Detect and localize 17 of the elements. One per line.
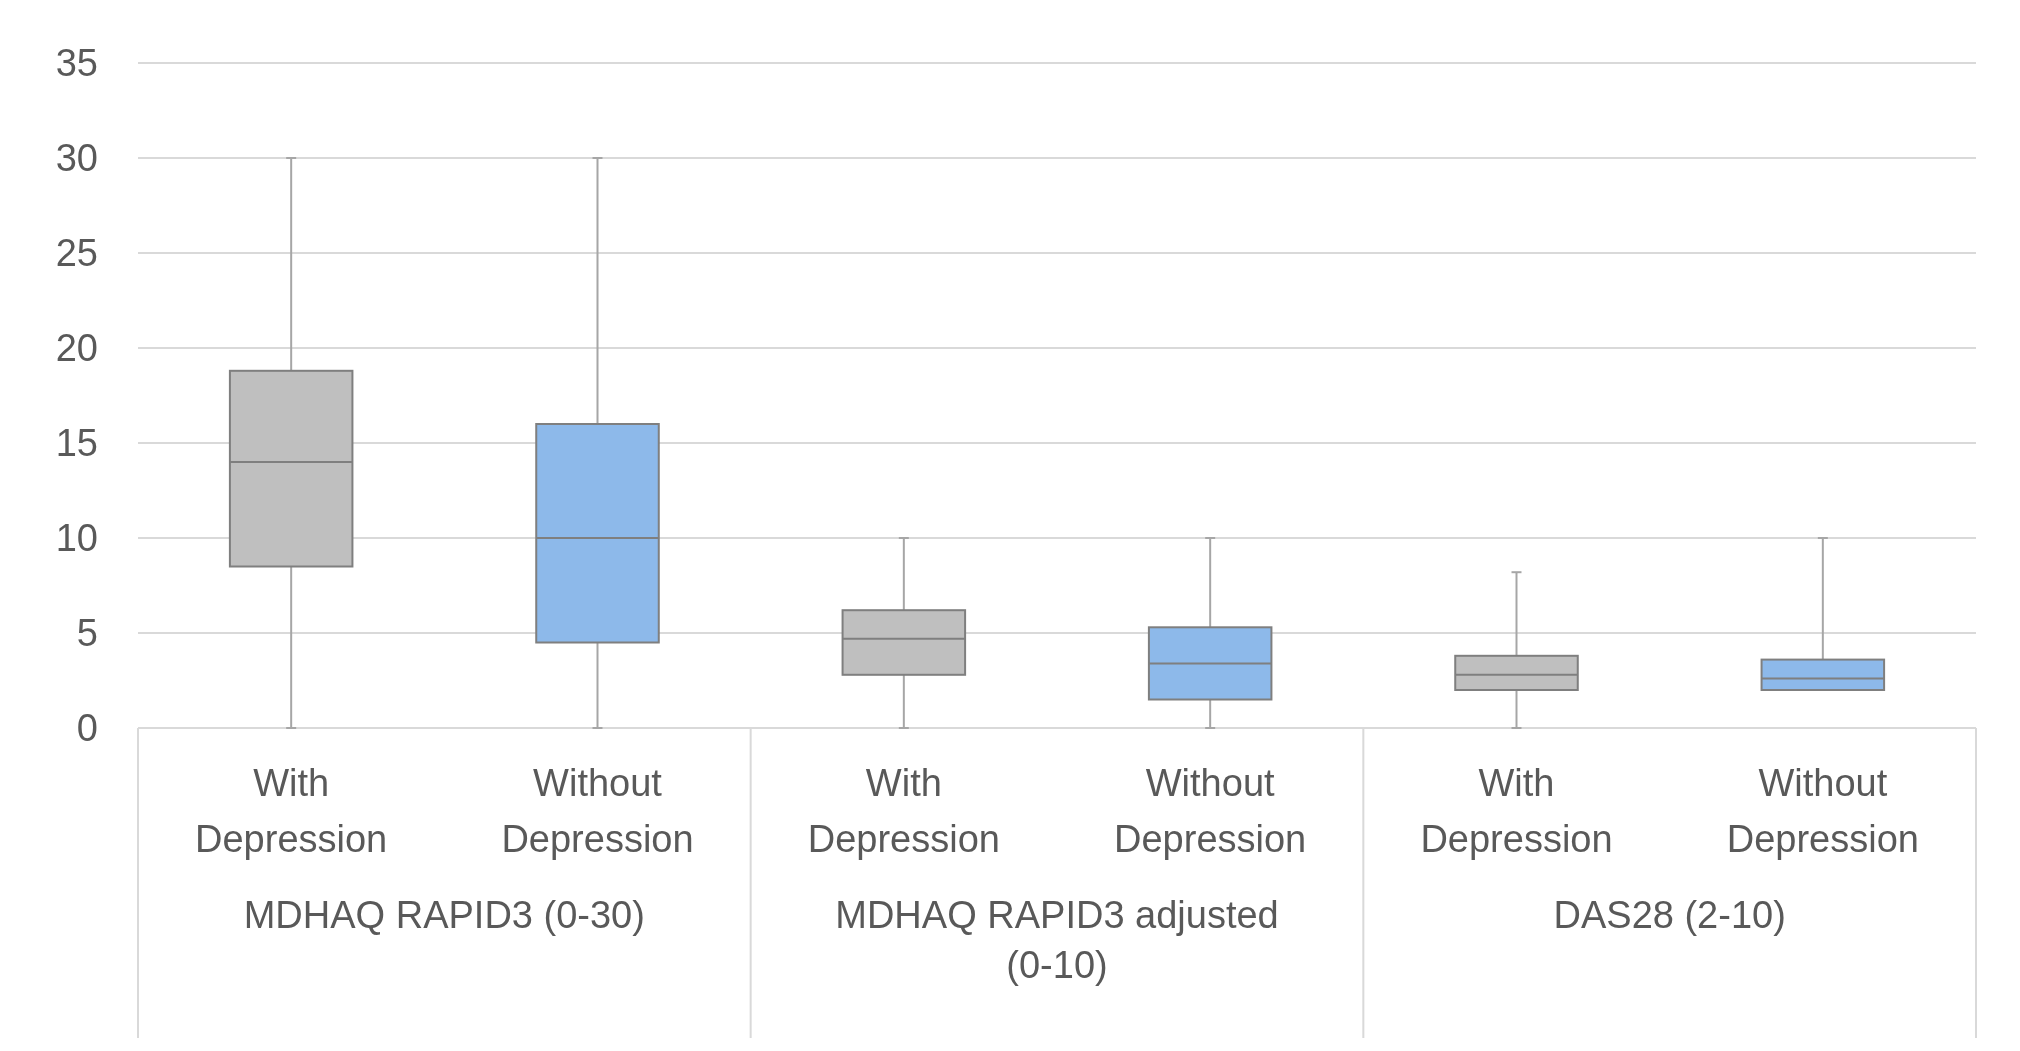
- x-tick-label: Without Depression: [1114, 762, 1307, 860]
- y-tick-label: 25: [55, 232, 98, 275]
- y-tick-label: 5: [76, 612, 98, 655]
- x-tick-label: With Depression: [195, 762, 388, 860]
- y-tick-label: 35: [55, 42, 98, 85]
- y-tick-label: 20: [55, 327, 98, 370]
- y-tick-label: 10: [55, 517, 98, 560]
- y-tick-label: 0: [76, 707, 98, 750]
- y-tick-label: 15: [55, 422, 98, 465]
- text: DAS28 (2-10): [1553, 894, 1786, 936]
- x-tick-label: With Depression: [1420, 762, 1613, 860]
- x-tick-label: Without Depression: [501, 762, 694, 860]
- y-tick-label: 30: [55, 137, 98, 180]
- text: MDHAQ RAPID3 adjusted (0-10): [835, 894, 1279, 986]
- text: MDHAQ RAPID3 (0-30): [243, 894, 645, 936]
- x-tick-label: With Depression: [807, 762, 1000, 860]
- x-tick-label: Without Depression: [1726, 762, 1919, 860]
